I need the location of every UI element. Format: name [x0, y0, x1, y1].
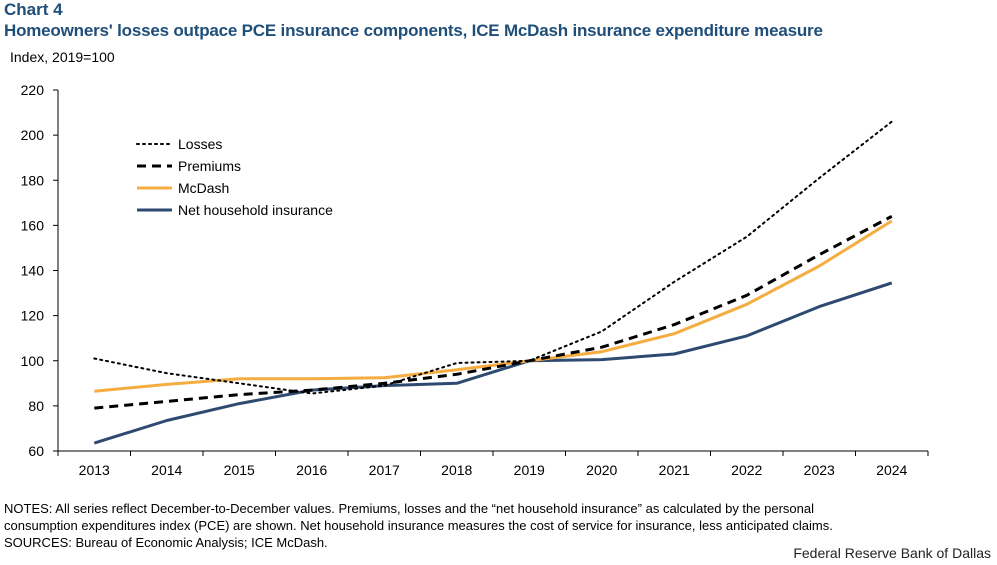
line-chart: 60 80 100 120 140 160 180 200 220 2013 2014 2015 201…	[21, 82, 929, 478]
chart-legend: Losses Premiums McDash Net household insura…	[136, 136, 333, 218]
x-tick-label-2013: 2013	[79, 462, 110, 478]
source-credit: Federal Reserve Bank of Dallas	[793, 545, 991, 561]
series-line-mcdash	[94, 219, 893, 393]
x-tick-label-2019: 2019	[514, 462, 545, 478]
chart-notes: NOTES: All series reflect December-to-De…	[4, 500, 994, 551]
chart-title: Homeowners' losses outpace PCE insurance…	[4, 21, 823, 40]
x-tick-label-2016: 2016	[296, 462, 327, 478]
x-tick-label-2022: 2022	[731, 462, 762, 478]
x-tick-label-2018: 2018	[441, 462, 472, 478]
legend-label-premiums: Premiums	[178, 158, 241, 174]
y-tick-label-220: 220	[21, 82, 45, 98]
legend-label-losses: Losses	[178, 136, 222, 152]
y-tick-label-80: 80	[28, 398, 44, 414]
x-tick-label-2017: 2017	[369, 462, 400, 478]
chart-label: Chart 4	[4, 0, 63, 19]
x-tick-label-2014: 2014	[151, 462, 182, 478]
notes-line-1: NOTES: All series reflect December-to-De…	[4, 501, 814, 516]
notes-line-2: consumption expenditures index (PCE) are…	[4, 518, 833, 533]
y-tick-label-140: 140	[21, 263, 45, 279]
y-tick-label-120: 120	[21, 308, 45, 324]
y-tick-label-180: 180	[21, 172, 45, 188]
series-line-net-household-insurance	[93, 281, 893, 445]
sources-line: SOURCES: Bureau of Economic Analysis; IC…	[4, 535, 328, 550]
x-tick-label-2015: 2015	[224, 462, 255, 478]
y-axis-unit-label: Index, 2019=100	[10, 49, 115, 65]
x-tick-label-2021: 2021	[659, 462, 690, 478]
y-tick-label-200: 200	[21, 127, 45, 143]
legend-label-mcdash: McDash	[178, 180, 229, 196]
y-tick-label-100: 100	[21, 353, 45, 369]
x-tick-label-2023: 2023	[804, 462, 835, 478]
chart-series	[93, 120, 893, 445]
series-line-premiums	[94, 214, 893, 410]
x-tick-label-2020: 2020	[586, 462, 617, 478]
chart-axes: 60 80 100 120 140 160 180 200 220 2013 2014 2015 201…	[21, 82, 929, 478]
legend-label-net-household-insurance: Net household insurance	[178, 202, 333, 218]
series-line-losses	[93, 120, 893, 395]
y-tick-label-160: 160	[21, 217, 45, 233]
y-tick-label-60: 60	[28, 443, 44, 459]
x-tick-label-2024: 2024	[876, 462, 907, 478]
